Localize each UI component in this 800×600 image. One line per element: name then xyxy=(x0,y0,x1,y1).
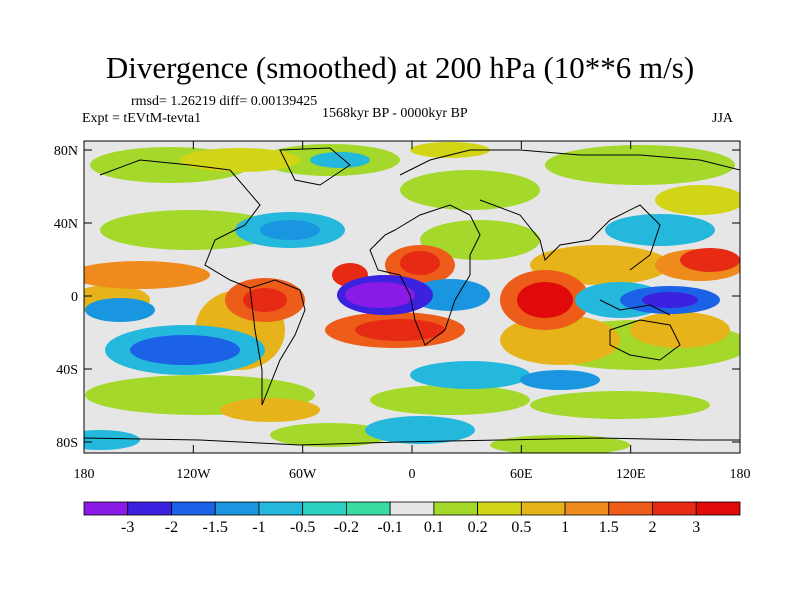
x-tick-label: 180 xyxy=(730,467,751,482)
colorbar-label: -2 xyxy=(164,519,179,536)
x-tick-label: 60E xyxy=(510,467,533,482)
colorbar-swatch xyxy=(345,501,391,516)
x-tick-label: 120E xyxy=(616,467,646,482)
y-tick-label: 80S xyxy=(56,436,78,451)
colorbar-swatch xyxy=(302,501,347,516)
colorbar-label: -0.5 xyxy=(289,519,316,536)
colorbar xyxy=(83,501,741,516)
y-tick-label: 80N xyxy=(54,144,78,159)
colorbar-label: 3 xyxy=(692,519,701,536)
colorbar-label: 0.5 xyxy=(511,519,532,536)
colorbar-label: -1 xyxy=(252,519,266,536)
period-label: 1568kyr BP - 0000kyr BP xyxy=(322,106,468,121)
x-tick-label: 180 xyxy=(74,467,95,482)
experiment-label: Expt = tEVtM-tevta1 xyxy=(82,111,202,126)
colorbar-swatch xyxy=(477,501,522,516)
colorbar-swatch xyxy=(564,501,610,516)
colorbar-label: -0.2 xyxy=(333,519,360,536)
y-tick-label: 40N xyxy=(54,217,78,232)
x-tick-label: 120W xyxy=(176,467,211,482)
x-tick-label: 0 xyxy=(409,467,416,482)
colorbar-label: 1.5 xyxy=(598,519,619,536)
plot-title: Divergence (smoothed) at 200 hPa (10**6 … xyxy=(105,50,695,85)
x-tick-label: 60W xyxy=(289,467,317,482)
colorbar-label: 0.2 xyxy=(467,519,488,536)
season-label: JJA xyxy=(712,111,734,126)
colorbar-label: -1.5 xyxy=(202,519,228,536)
coastlines xyxy=(84,147,740,446)
colorbar-swatch xyxy=(389,501,435,516)
colorbar-swatch xyxy=(652,501,697,516)
colorbar-swatch xyxy=(520,501,566,516)
colorbar-swatch xyxy=(695,501,741,516)
stats-label: rmsd= 1.26219 diff= 0.00139425 xyxy=(131,94,318,109)
map-plot-area xyxy=(84,141,740,453)
colorbar-swatch xyxy=(214,501,260,516)
colorbar-swatch xyxy=(83,501,129,516)
colorbar-swatch xyxy=(171,501,216,516)
colorbar-label: -0.1 xyxy=(377,519,403,536)
x-axis: 180 120W 60W 0 60E 120E 180 xyxy=(74,141,751,482)
colorbar-label: 2 xyxy=(648,519,657,536)
y-axis: 80N 40N 0 40S 80S xyxy=(54,144,740,451)
colorbar-swatch xyxy=(433,501,479,516)
colorbar-swatch xyxy=(608,501,653,516)
y-tick-label: 40S xyxy=(56,363,78,378)
colorbar-swatch xyxy=(127,501,172,516)
y-tick-label: 0 xyxy=(71,290,78,305)
colorbar-label: 0.1 xyxy=(423,519,444,536)
divergence-contour-fields xyxy=(84,142,740,453)
colorbar-swatch xyxy=(258,501,304,516)
colorbar-label: 1 xyxy=(561,519,570,536)
colorbar-label: -3 xyxy=(121,519,135,536)
